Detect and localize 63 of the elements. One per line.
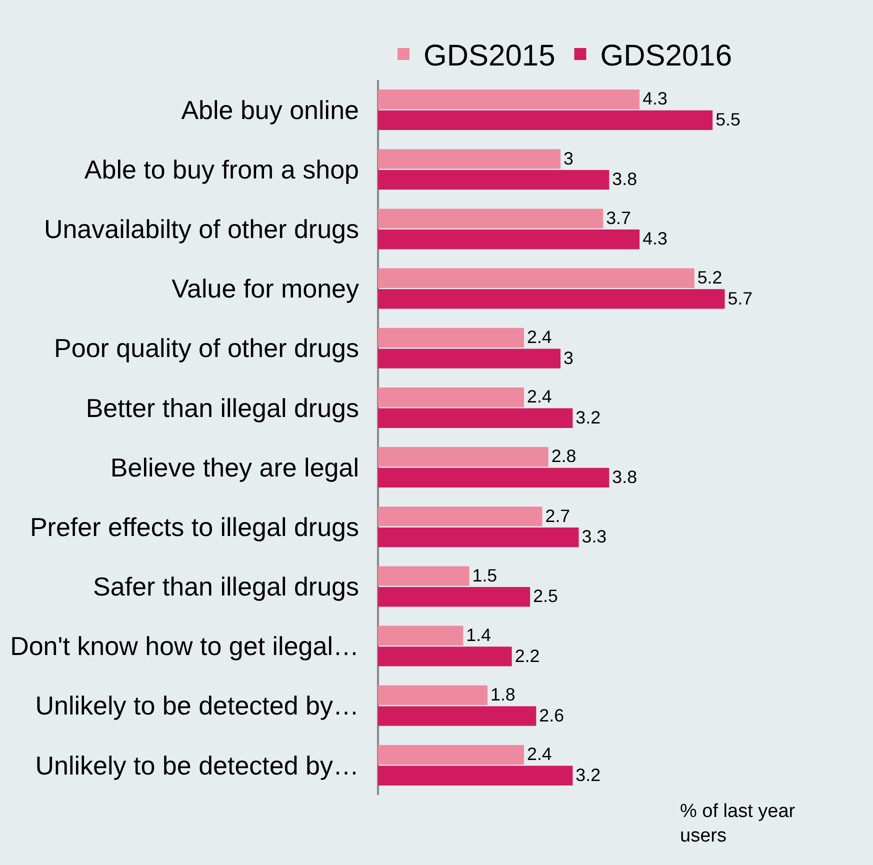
y-tick-label: Able buy online	[181, 94, 359, 125]
bar	[378, 408, 573, 428]
bar	[378, 587, 530, 607]
y-tick-label: Value for money	[172, 274, 359, 304]
bar	[378, 626, 464, 646]
bar	[378, 447, 548, 467]
data-label: 4.3	[642, 228, 668, 249]
data-label: 2.2	[514, 646, 540, 666]
data-label: 5.2	[697, 267, 722, 288]
legend-label: GDS2015	[424, 40, 556, 73]
legend-label: GDS2016	[600, 40, 732, 73]
bar	[378, 110, 713, 130]
y-tick-label: Believe they are legal	[110, 452, 359, 482]
y-tick-label: Able to buy from a shop	[84, 154, 359, 184]
bar	[378, 149, 560, 169]
data-label: 1.4	[466, 624, 492, 645]
data-label: 3.2	[576, 765, 601, 785]
bar	[378, 685, 488, 706]
bar	[378, 744, 524, 765]
bar	[378, 506, 542, 526]
bar	[378, 170, 610, 190]
bar	[378, 766, 573, 786]
data-label: 2.4	[526, 744, 552, 764]
y-tick-label: Unlikely to be detected by…	[35, 690, 359, 721]
bar	[378, 289, 725, 309]
data-label: 5.5	[716, 110, 740, 130]
data-label: 1.5	[472, 565, 498, 586]
data-label: 3	[563, 148, 574, 168]
y-tick-label: Poor quality of other drugs	[54, 333, 359, 364]
bar	[378, 208, 604, 228]
bar	[378, 387, 524, 408]
data-label: 3.2	[576, 408, 601, 428]
data-label: 2.8	[551, 446, 576, 466]
data-label: 5.7	[728, 288, 753, 308]
data-label: 2.5	[533, 586, 558, 606]
data-label: 2.6	[539, 705, 564, 726]
y-tick-label: Better than illegal drugs	[86, 392, 359, 423]
data-label: 3.7	[606, 208, 631, 228]
bar	[378, 90, 640, 110]
y-tick-label: Don't know how to get ilegal…	[10, 631, 359, 662]
y-tick-label: Safer than illegal drugs	[93, 572, 359, 602]
data-label: 4.3	[642, 88, 668, 109]
bar	[378, 348, 560, 368]
bar	[378, 646, 512, 666]
data-label: 3	[563, 348, 574, 368]
bar	[378, 328, 524, 348]
y-tick-label: Prefer effects to illegal drugs	[30, 512, 359, 542]
bar	[378, 230, 640, 250]
data-label: 2.4	[526, 386, 552, 407]
data-label: 2.7	[545, 506, 570, 526]
data-label: 2.4	[526, 327, 552, 348]
text: % of last year users	[680, 801, 796, 847]
y-tick-label: Unavailabilty of other drugs	[44, 214, 359, 244]
y-tick-label: Unlikely to be detected by…	[35, 750, 359, 780]
data-label: 3.8	[612, 467, 638, 488]
bar	[378, 566, 470, 586]
data-label: 3.3	[582, 526, 607, 547]
data-label: 1.8	[490, 684, 516, 705]
bar	[378, 468, 610, 488]
data-label: 3.8	[612, 169, 638, 190]
bar	[378, 268, 694, 288]
bar	[378, 527, 579, 548]
bar	[378, 706, 536, 726]
